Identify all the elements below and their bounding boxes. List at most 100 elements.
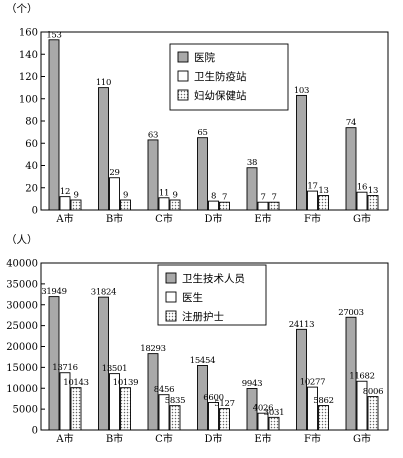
data-label: 7 — [260, 193, 265, 203]
data-label: 31949 — [41, 287, 67, 297]
data-label: 8 — [211, 192, 216, 202]
y-tick-label: 5000 — [13, 405, 38, 416]
bar — [197, 137, 208, 211]
bar — [219, 408, 230, 431]
data-label: 8006 — [363, 387, 383, 397]
data-label: 27003 — [338, 308, 364, 318]
data-label: 7 — [271, 193, 276, 203]
bar — [246, 388, 258, 431]
data-label: 15454 — [190, 356, 216, 366]
data-label: 7 — [222, 193, 227, 203]
bar — [169, 199, 181, 211]
data-label: 3031 — [264, 408, 284, 418]
legend-label: 妇幼保健站 — [194, 89, 247, 102]
x-tick-label: F市 — [304, 212, 321, 225]
data-label: 16 — [357, 183, 367, 193]
y-tick-label: 10000 — [6, 384, 38, 395]
data-label: 74 — [346, 118, 356, 128]
x-tick-label: C市 — [155, 432, 173, 445]
y-unit-label: （个） — [6, 3, 38, 15]
bar — [109, 177, 120, 211]
legend-swatch — [177, 89, 189, 101]
bar — [59, 196, 71, 211]
y-tick-label: 20 — [25, 183, 38, 194]
data-label: 17 — [307, 182, 317, 192]
data-label: 103 — [294, 86, 309, 96]
data-label: 11682 — [349, 372, 375, 382]
y-tick-label: 100 — [19, 94, 38, 105]
legend-label: 注册护士 — [182, 310, 224, 323]
data-label: 38 — [247, 158, 257, 168]
bar — [98, 87, 109, 211]
bar — [169, 405, 181, 431]
x-tick-label: B市 — [106, 432, 123, 445]
data-label: 9 — [123, 190, 128, 200]
data-label: 13 — [318, 186, 328, 196]
data-label: 10143 — [63, 378, 89, 388]
data-label: 6600 — [203, 393, 223, 403]
data-label: 13 — [368, 186, 378, 196]
bar — [158, 394, 170, 431]
y-tick-label: 35000 — [6, 279, 38, 290]
data-label: 9943 — [242, 379, 262, 389]
y-tick-label: 25000 — [6, 321, 38, 332]
data-label: 5862 — [313, 396, 333, 406]
legend-label: 医生 — [182, 291, 203, 304]
data-label: 12 — [60, 187, 70, 197]
x-tick-label: D市 — [204, 432, 222, 445]
bar — [147, 353, 159, 431]
legend-label: 卫生技术人员 — [182, 272, 245, 285]
data-label: 153 — [46, 30, 61, 40]
personnel-chart: （人） 0 5000 10000 15000 20000 25000 30000 35000 40… — [6, 234, 389, 445]
x-tick-label: F市 — [304, 432, 321, 445]
legend-swatch — [165, 291, 177, 303]
data-label: 5127 — [214, 399, 234, 409]
bar — [59, 372, 71, 431]
y-unit-label: （人） — [6, 234, 38, 246]
bar — [318, 195, 329, 211]
bar — [197, 365, 208, 431]
x-tick-label: A市 — [55, 432, 73, 445]
bar — [296, 94, 307, 211]
x-tick-label: E市 — [254, 432, 271, 445]
data-label: 24113 — [289, 320, 315, 330]
legend-label: 医院 — [194, 51, 215, 64]
data-label: 63 — [148, 130, 158, 140]
bar — [109, 373, 120, 431]
x-tick-label: G市 — [353, 432, 371, 445]
bar — [208, 200, 219, 211]
y-tick-label: 80 — [25, 117, 38, 128]
bar — [345, 316, 357, 431]
data-label: 9 — [172, 190, 177, 200]
data-label: 13716 — [52, 363, 78, 373]
data-label: 31824 — [91, 288, 117, 298]
bar — [307, 190, 318, 211]
data-label: 10277 — [300, 378, 326, 388]
bar — [120, 199, 131, 211]
bar — [70, 387, 82, 431]
bar — [219, 201, 230, 211]
data-label: 4026 — [253, 404, 273, 414]
legend-swatch — [177, 70, 189, 82]
y-tick-label: 40 — [25, 161, 38, 172]
data-label: 8456 — [154, 385, 174, 395]
bar — [70, 199, 82, 211]
bar — [268, 201, 280, 211]
bar — [367, 195, 379, 211]
data-label: 11 — [159, 188, 169, 198]
bar — [356, 191, 368, 211]
y-tick-label: 40000 — [6, 259, 38, 270]
bar — [98, 296, 109, 431]
x-tick-label: B市 — [106, 212, 123, 225]
legend-label: 卫生防疫站 — [194, 70, 247, 83]
x-tick-label: C市 — [155, 212, 173, 225]
bar — [158, 197, 170, 211]
y-tick-label: 160 — [19, 28, 38, 39]
bar — [257, 201, 269, 211]
data-label: 5835 — [165, 396, 185, 406]
x-tick-label: E市 — [254, 212, 271, 225]
bar — [318, 405, 329, 431]
bar — [367, 396, 379, 431]
y-tick-label: 0 — [32, 426, 38, 437]
x-tick-label: G市 — [353, 212, 371, 225]
